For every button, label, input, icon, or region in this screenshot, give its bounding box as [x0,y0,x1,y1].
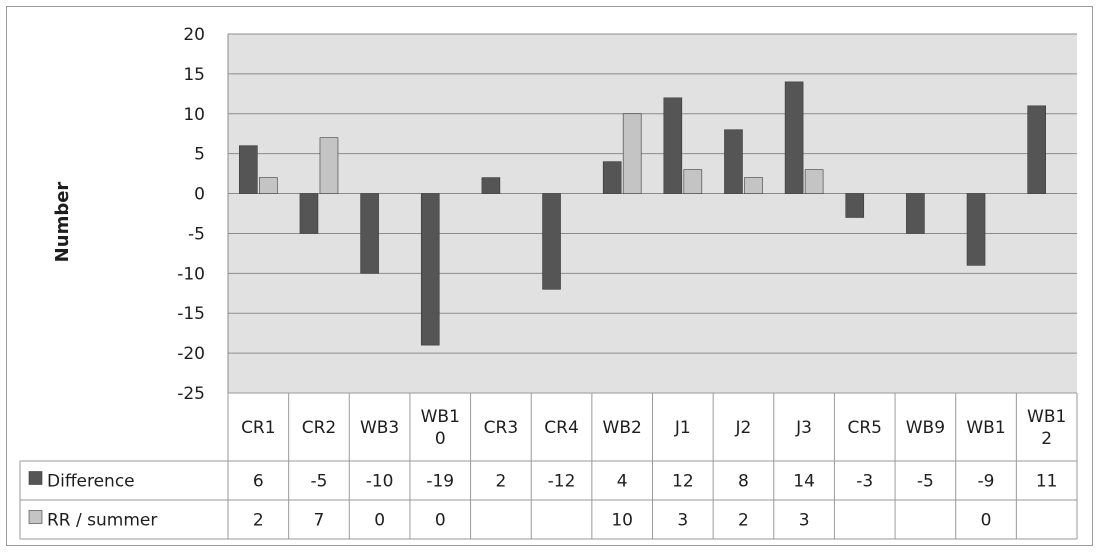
y-tick-label: 5 [194,145,205,165]
bar [239,145,258,194]
y-tick-label: 0 [194,185,205,205]
category-label: WB1 [421,407,460,427]
category-label: WB9 [906,418,945,438]
table-value: 3 [799,511,810,531]
y-tick-label: -20 [177,344,205,364]
table-value: 7 [314,511,325,531]
table-value: 2 [495,472,506,492]
category-label: J3 [795,418,812,438]
category-label: WB3 [360,418,399,438]
category-label: CR4 [544,418,579,438]
bar [259,177,278,194]
y-axis-label: Number [52,182,73,263]
legend-label: RR / summer [47,511,157,531]
bars [239,81,1046,346]
table-value: -10 [366,472,394,492]
table-value: 14 [793,472,815,492]
category-label: CR5 [848,418,883,438]
category-label: CR1 [241,418,276,438]
bar [966,193,986,266]
table-value: 3 [677,511,688,531]
bar [683,169,703,194]
table-value: 12 [672,472,694,492]
y-axis-ticks: 20 15 10 5 0 -5 -10 -15 -20 -25 [177,25,205,404]
table-value: 8 [738,472,749,492]
table-value: 4 [617,472,628,492]
y-tick-label: -10 [177,264,205,284]
bar [1027,105,1046,194]
table-value: 10 [611,511,633,531]
bar [319,137,339,194]
table-value: -3 [856,472,873,492]
category-label: WB1 [1027,407,1066,427]
table-value: 11 [1036,472,1058,492]
category-label: WB2 [603,418,642,438]
table-value: 2 [738,511,749,531]
bar [784,81,804,194]
table-value: -9 [978,472,995,492]
y-tick-label: -5 [188,224,205,244]
bar [906,193,925,234]
y-tick-label: -15 [177,304,205,324]
legend-swatch [28,510,43,524]
table-value: -12 [548,472,576,492]
bar [845,193,865,218]
y-tick-label: -25 [177,384,205,404]
bar [481,177,501,194]
bar [744,177,763,194]
bar [299,193,319,234]
table-value: 0 [374,511,385,531]
table-value: 0 [435,511,446,531]
y-tick-label: 20 [183,25,205,45]
category-label: WB1 [966,418,1005,438]
bar [622,113,642,194]
bar [602,161,622,194]
bar [360,193,379,274]
category-label: 0 [435,429,446,449]
legend-label: Difference [47,472,135,492]
y-tick-label: 15 [183,65,205,85]
y-tick-label: 10 [183,105,205,125]
category-label: CR3 [484,418,519,438]
category-label: 2 [1041,429,1052,449]
table-value: -5 [310,472,327,492]
table-value: 2 [253,511,264,531]
category-label: J1 [674,418,691,438]
bar [804,169,824,194]
table-value: 6 [253,472,264,492]
plot-area [228,34,1077,393]
table-value: -19 [426,472,454,492]
bar [542,193,561,290]
bar [724,129,743,194]
bar [420,193,440,346]
category-label: J2 [735,418,752,438]
category-label: CR2 [302,418,337,438]
table-value: 0 [981,511,992,531]
bar [663,97,683,194]
legend-swatch [28,471,43,485]
table-value: -5 [917,472,934,492]
